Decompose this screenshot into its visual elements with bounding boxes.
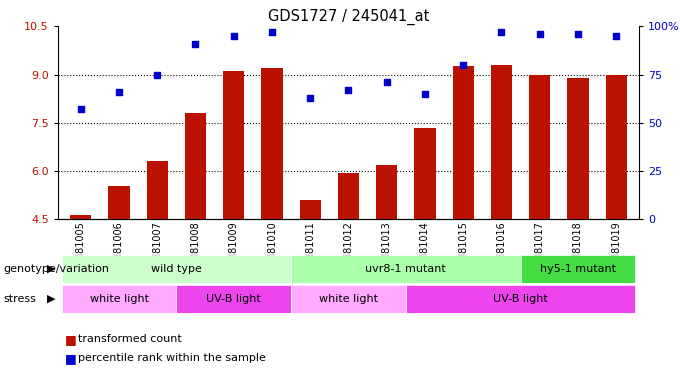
Bar — [406, 285, 635, 313]
Point — [190, 40, 201, 46]
Point — [420, 91, 430, 97]
Text: UV-B light: UV-B light — [206, 294, 261, 304]
Bar — [291, 285, 406, 313]
Point — [75, 106, 86, 112]
Point — [573, 31, 583, 37]
Text: transformed count: transformed count — [78, 334, 182, 344]
Bar — [338, 173, 359, 219]
Point — [534, 31, 545, 37]
Bar — [62, 255, 291, 283]
Bar — [62, 285, 176, 313]
Text: percentile rank within the sample: percentile rank within the sample — [78, 353, 266, 363]
Text: UV-B light: UV-B light — [493, 294, 548, 304]
Bar — [176, 285, 291, 313]
Point — [343, 87, 354, 93]
Text: stress: stress — [3, 294, 36, 304]
Text: white light: white light — [90, 294, 148, 304]
Bar — [291, 255, 521, 283]
Bar — [109, 186, 129, 219]
Bar — [300, 200, 321, 219]
Bar — [568, 78, 588, 219]
Bar — [223, 71, 244, 219]
Point — [305, 95, 316, 101]
Text: hy5-1 mutant: hy5-1 mutant — [540, 264, 616, 274]
Bar — [415, 128, 435, 219]
Bar — [376, 165, 397, 219]
Point — [267, 29, 277, 35]
Point — [458, 62, 469, 68]
Text: ▶: ▶ — [48, 294, 56, 304]
Title: GDS1727 / 245041_at: GDS1727 / 245041_at — [268, 9, 429, 25]
Point — [228, 33, 239, 39]
Point — [611, 33, 622, 39]
Bar — [185, 113, 206, 219]
Bar — [70, 214, 91, 219]
Text: uvr8-1 mutant: uvr8-1 mutant — [365, 264, 446, 274]
Point — [496, 29, 507, 35]
Point — [152, 72, 163, 78]
Point — [381, 79, 392, 85]
Text: white light: white light — [319, 294, 378, 304]
Text: wild type: wild type — [151, 264, 202, 274]
Text: ■: ■ — [65, 333, 76, 346]
Point — [114, 89, 124, 95]
Text: genotype/variation: genotype/variation — [3, 264, 109, 274]
Bar — [521, 255, 635, 283]
Bar — [491, 65, 512, 219]
Bar — [453, 66, 474, 219]
Text: ▶: ▶ — [48, 264, 56, 274]
Bar — [147, 161, 168, 219]
Bar — [529, 75, 550, 219]
Bar — [262, 68, 282, 219]
Bar — [606, 75, 627, 219]
Text: ■: ■ — [65, 352, 76, 364]
